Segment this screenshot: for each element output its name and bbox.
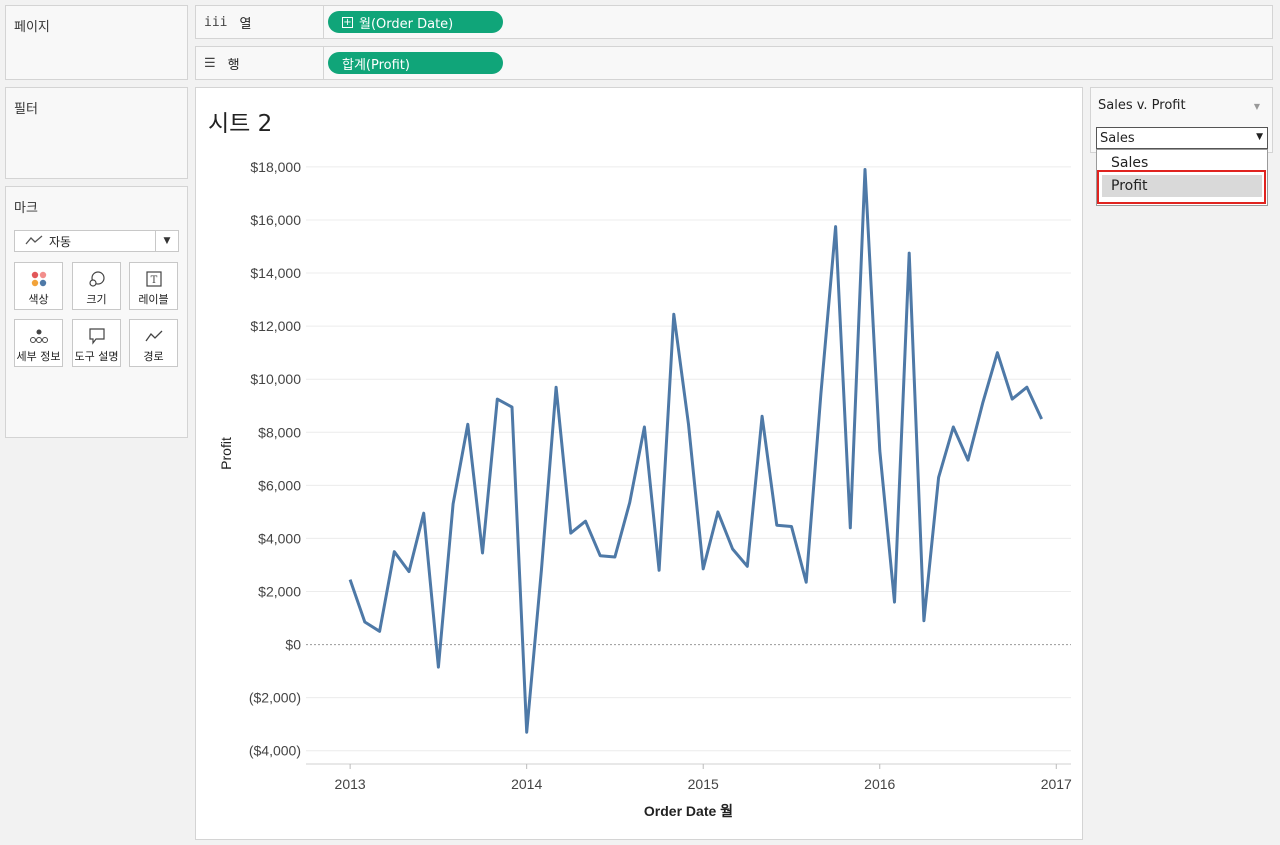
chevron-down-icon[interactable]: ▼	[1256, 132, 1263, 142]
columns-shelf[interactable]: iii 열 + 월(Order Date)	[195, 5, 1273, 39]
columns-icon: iii	[204, 14, 228, 30]
x-axis-ticks: 2013 2014 2015 2016 2017	[306, 763, 1072, 792]
rows-shelf[interactable]: ☰ 행 합계(Profit)	[195, 46, 1273, 80]
x-axis-label: Order Date 월	[644, 803, 733, 819]
y-tick-label: $16,000	[250, 212, 301, 228]
mark-type-dropdown[interactable]: 자동 ▼	[14, 230, 179, 252]
x-tick-label: 2014	[511, 776, 542, 792]
y-tick-label: $0	[285, 637, 301, 653]
rows-shelf-label: ☰ 행	[196, 47, 324, 79]
detail-icon	[15, 324, 62, 348]
mark-tooltip-label: 도구 설명	[74, 350, 119, 363]
marks-card: 마크 자동 ▼ 색상 크기 T 레이블 세부 정보 도구 설명	[5, 186, 188, 438]
pages-card[interactable]: 페이지	[5, 5, 188, 80]
mark-detail-button[interactable]: 세부 정보	[14, 319, 63, 367]
rows-icon: ☰	[204, 55, 216, 71]
option-sales[interactable]: Sales	[1111, 155, 1149, 171]
marks-card-title: 마크	[14, 201, 38, 216]
y-tick-label: ($4,000)	[249, 743, 301, 759]
mark-color-button[interactable]: 색상	[14, 262, 63, 310]
tooltip-icon	[73, 324, 120, 348]
label-icon: T	[130, 267, 177, 291]
parameter-control: Sales v. Profit ▼ Sales ▼	[1090, 87, 1273, 153]
mark-label-label: 레이블	[138, 293, 169, 306]
worksheet-view: 시트 2 $18,000 $16,000 $14,000 $12,000 $10,000…	[195, 87, 1083, 840]
x-tick-label: 2016	[864, 776, 895, 792]
expand-plus-icon[interactable]: +	[342, 16, 353, 28]
y-tick-label: ($2,000)	[249, 690, 301, 706]
y-tick-label: $6,000	[258, 477, 301, 493]
line-chart[interactable]: $18,000 $16,000 $14,000 $12,000 $10,000 $8,00…	[196, 88, 1082, 839]
option-profit[interactable]: Profit	[1102, 175, 1262, 197]
chevron-down-icon[interactable]: ▼	[155, 231, 178, 251]
mark-size-label: 크기	[86, 293, 107, 306]
mark-path-button[interactable]: 경로	[129, 319, 178, 367]
sheet-title: 시트 2	[208, 111, 273, 137]
columns-shelf-label: iii 열	[196, 6, 324, 38]
y-tick-label: $14,000	[250, 265, 301, 281]
svg-text:T: T	[150, 275, 157, 286]
parameter-menu-caret-icon[interactable]: ▼	[1253, 102, 1260, 111]
y-tick-label: $8,000	[258, 424, 301, 440]
path-icon	[130, 324, 177, 348]
rows-pill[interactable]: 합계(Profit)	[328, 52, 503, 74]
mark-detail-label: 세부 정보	[16, 350, 61, 363]
rows-label-text: 행	[227, 57, 240, 73]
mark-tooltip-button[interactable]: 도구 설명	[72, 319, 121, 367]
line-mark-icon	[25, 234, 43, 248]
filters-card-title: 필터	[14, 102, 38, 117]
y-tick-label: $2,000	[258, 584, 301, 600]
x-tick-label: 2017	[1041, 776, 1072, 792]
highlight-box	[1097, 170, 1266, 204]
y-axis-ticks: $18,000 $16,000 $14,000 $12,000 $10,000 $8,00…	[249, 159, 301, 759]
mark-type-label: 자동	[49, 234, 72, 249]
size-icon	[73, 267, 120, 291]
mark-color-label: 색상	[28, 293, 49, 306]
mark-label-button[interactable]: T 레이블	[129, 262, 178, 310]
pages-card-title: 페이지	[14, 20, 50, 35]
x-tick-label: 2013	[335, 776, 366, 792]
y-tick-label: $18,000	[250, 159, 301, 175]
parameter-title: Sales v. Profit	[1098, 98, 1186, 113]
rows-pill-label: 합계(Profit)	[342, 57, 410, 73]
gridlines	[306, 166, 1071, 752]
color-icon	[15, 267, 62, 291]
series-points	[350, 169, 1042, 733]
columns-label-text: 열	[239, 16, 252, 32]
filters-card[interactable]: 필터	[5, 87, 188, 179]
columns-pill-label: 월(Order Date)	[359, 16, 454, 32]
y-tick-label: $10,000	[250, 371, 301, 387]
profit-series-line[interactable]	[348, 168, 1043, 734]
parameter-options-list: Sales Profit	[1096, 149, 1268, 206]
mark-size-button[interactable]: 크기	[72, 262, 121, 310]
y-tick-label: $4,000	[258, 530, 301, 546]
x-tick-label: 2015	[688, 776, 719, 792]
y-axis-label: Profit	[218, 437, 234, 470]
parameter-dropdown[interactable]: Sales ▼	[1096, 127, 1268, 149]
top-toolbar-edge	[0, 0, 1280, 4]
y-tick-label: $12,000	[250, 318, 301, 334]
parameter-selected-value: Sales	[1100, 130, 1135, 146]
columns-pill[interactable]: + 월(Order Date)	[328, 11, 503, 33]
mark-path-label: 경로	[143, 350, 164, 363]
